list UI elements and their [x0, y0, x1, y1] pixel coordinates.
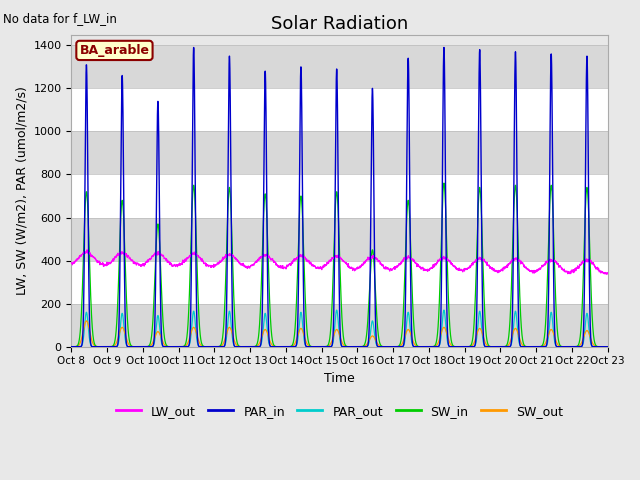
- Bar: [72, 304, 608, 347]
- Bar: [72, 261, 608, 304]
- Bar: [72, 217, 608, 261]
- Text: No data for f_LW_in: No data for f_LW_in: [3, 12, 117, 25]
- Legend: LW_out, PAR_in, PAR_out, SW_in, SW_out: LW_out, PAR_in, PAR_out, SW_in, SW_out: [111, 400, 568, 423]
- Title: Solar Radiation: Solar Radiation: [271, 15, 408, 33]
- Bar: [72, 88, 608, 132]
- X-axis label: Time: Time: [324, 372, 355, 385]
- Bar: [72, 45, 608, 88]
- Bar: [72, 132, 608, 175]
- Bar: [72, 175, 608, 217]
- Y-axis label: LW, SW (W/m2), PAR (umol/m2/s): LW, SW (W/m2), PAR (umol/m2/s): [15, 86, 28, 295]
- Text: BA_arable: BA_arable: [79, 44, 150, 57]
